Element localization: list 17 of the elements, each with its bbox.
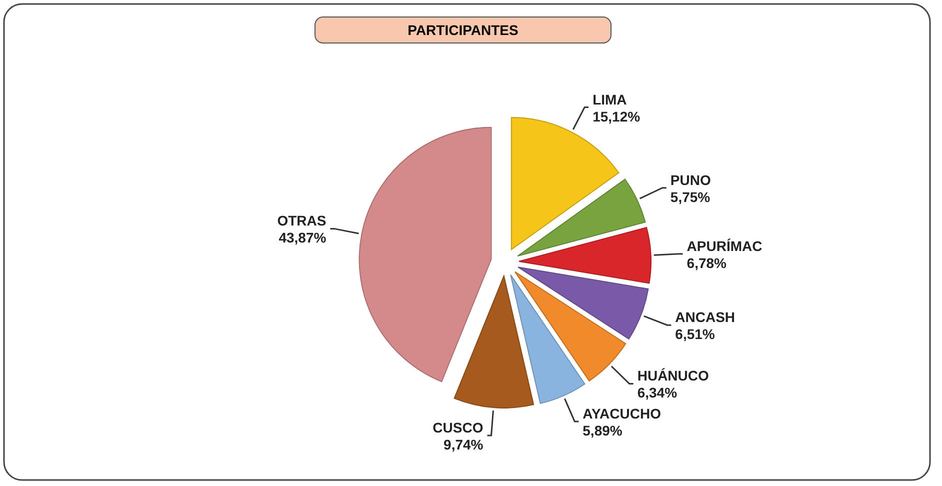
slice-label: AYACUCHO (582, 405, 662, 422)
data-label: 9,74% (444, 436, 484, 452)
data-label: 15,12% (592, 108, 641, 124)
data-label: 5,75% (670, 188, 711, 205)
slice-label: HUÁNUCO (637, 368, 710, 384)
data-label: 5,89% (582, 422, 623, 438)
slice-label: ANCASH (675, 309, 736, 326)
slice-label: CUSCO (432, 419, 484, 436)
slice-label: PUNO (670, 172, 711, 188)
slice-label: APURÍMAC (686, 238, 762, 254)
slice-label: OTRAS (277, 212, 326, 229)
data-label: 6,78% (686, 254, 728, 271)
slice-label: LIMA (592, 91, 627, 108)
data-label: 43,87% (278, 230, 327, 246)
data-label: 6,34% (637, 384, 678, 401)
chart-title: PARTICIPANTES (408, 22, 518, 38)
data-label: 6,51% (675, 326, 716, 342)
